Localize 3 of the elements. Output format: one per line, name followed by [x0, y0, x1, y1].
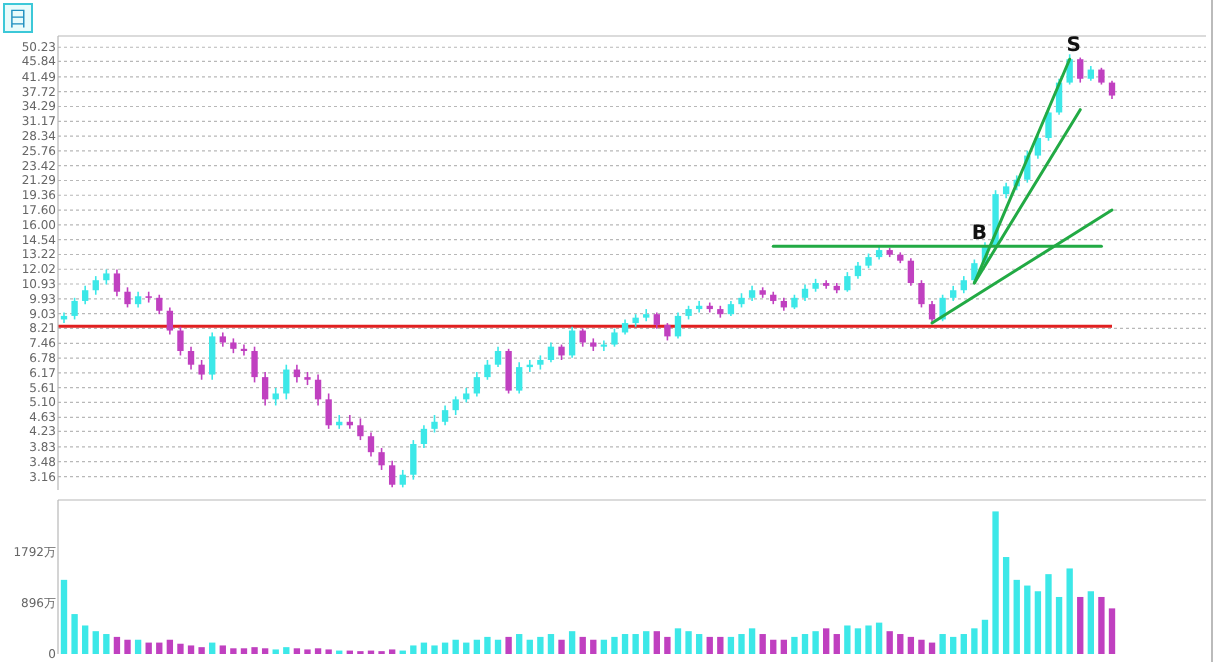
annotation: B — [971, 223, 988, 246]
text: 日 — [8, 9, 28, 32]
annotation: S — [1066, 35, 1081, 58]
